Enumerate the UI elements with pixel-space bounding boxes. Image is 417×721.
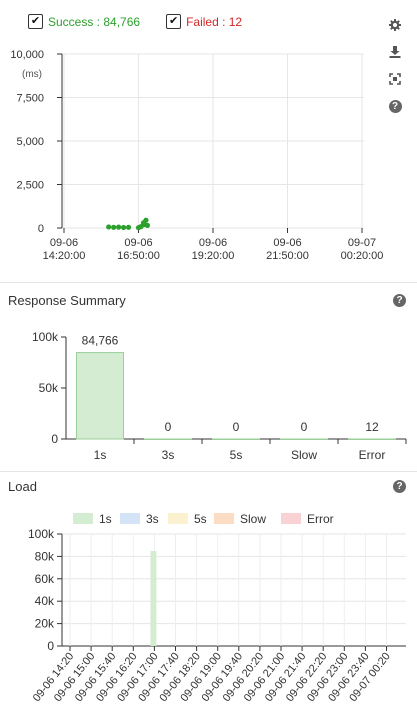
scatter-y-tick-label: 2,500 xyxy=(16,180,44,192)
scatter-point xyxy=(106,224,112,230)
load-y-tick-label: 20k xyxy=(35,617,55,631)
scatter-point xyxy=(144,222,151,228)
scatter-y-tick-label: 5,000 xyxy=(16,136,44,148)
divider-1 xyxy=(0,282,417,283)
rs-y-tick-label: 0 xyxy=(51,432,58,446)
load-legend-label[interactable]: 3s xyxy=(146,512,159,526)
download-icon[interactable] xyxy=(386,43,404,61)
rs-x-tick-label: 3s xyxy=(162,448,175,462)
rs-value-label: 0 xyxy=(165,420,172,434)
load-bar[interactable] xyxy=(150,551,157,646)
rs-bar[interactable] xyxy=(348,438,396,440)
scatter-x-tick-date: 09-06 xyxy=(199,237,227,249)
rs-value-label: 0 xyxy=(233,420,240,434)
scatter-grid xyxy=(62,53,364,229)
fullscreen-icon[interactable] xyxy=(386,70,404,88)
rs-bar[interactable] xyxy=(280,438,328,440)
load-legend-swatch[interactable] xyxy=(214,513,234,524)
load-legend: 1s 3s 5s Slow Error xyxy=(73,512,334,526)
load-y-tick-label: 0 xyxy=(47,639,54,653)
rs-x-tick-label: Slow xyxy=(291,448,317,462)
load-y-tick-label: 60k xyxy=(35,572,55,586)
success-legend-label[interactable]: Success : 84,766 xyxy=(48,14,141,29)
load-title: Load xyxy=(8,479,37,494)
scatter-point xyxy=(121,224,127,231)
top-help-wrap: ? xyxy=(386,97,404,115)
rs-value-label: 0 xyxy=(301,420,308,434)
scatter-point xyxy=(116,224,122,230)
top-legend: ✔ Success : 84,766 ✔ Failed : 12 xyxy=(28,14,242,29)
rs-y-tick-label: 50k xyxy=(39,381,59,395)
load-chart: 1s 3s 5s Slow Error 100k 80k 60k 40k 20k 0 09-06 … xyxy=(28,512,406,704)
failed-legend-label[interactable]: Failed : 12 xyxy=(186,14,243,29)
divider-2 xyxy=(0,471,417,472)
success-checkbox[interactable]: ✔ xyxy=(28,14,43,29)
scatter-x-tick-time: 14:20:00 xyxy=(43,250,86,262)
scatter-x-tick-date: 09-07 xyxy=(348,237,376,249)
load-legend-swatch[interactable] xyxy=(73,513,93,524)
rs-bar[interactable] xyxy=(212,438,260,440)
load-help-icon[interactable]: ? xyxy=(393,480,406,493)
load-grid: 100k 80k 60k 40k 20k 0 xyxy=(28,527,406,653)
rs-x-tick-label: Error xyxy=(359,448,386,462)
rs-y-tick-label: 100k xyxy=(32,330,59,344)
help-icon[interactable]: ? xyxy=(388,99,402,113)
rs-value-label: 12 xyxy=(365,420,379,434)
scatter-x-tick-time: 16:50:00 xyxy=(117,250,160,262)
scatter-point xyxy=(111,224,117,230)
scatter-y-tick-label: 0 xyxy=(38,223,44,235)
response-summary-title: Response Summary xyxy=(8,293,126,308)
scatter-point xyxy=(125,224,132,230)
scatter-y-tick-label: 10,000 xyxy=(10,49,44,61)
gear-icon[interactable] xyxy=(386,16,404,34)
scatter-y-axis: 10,000 7,500 5,000 2,500 0 xyxy=(10,49,63,235)
scatter-x-tick-time: 21:50:00 xyxy=(266,250,309,262)
scatter-point xyxy=(143,217,149,223)
scatter-x-tick-date: 09-06 xyxy=(50,237,78,249)
load-legend-label[interactable]: 1s xyxy=(99,512,112,526)
scatter-points xyxy=(106,217,151,231)
load-legend-swatch[interactable] xyxy=(120,513,140,524)
failed-checkbox[interactable]: ✔ xyxy=(166,14,182,29)
scatter-y-unit: (ms) xyxy=(22,69,42,80)
load-y-tick-label: 80k xyxy=(35,549,55,563)
scatter-x-tick-date: 09-06 xyxy=(124,237,152,249)
scatter-x-tick-time: 19:20:00 xyxy=(192,250,235,262)
rs-bars: 84,766 0 0 0 12 xyxy=(76,334,396,440)
scatter-x-tick-time: 00:20:00 xyxy=(341,250,384,262)
load-y-tick-label: 40k xyxy=(35,594,55,608)
load-legend-label[interactable]: 5s xyxy=(194,512,207,526)
scatter-x-tick-date: 09-06 xyxy=(273,237,301,249)
rs-x-tick-label: 1s xyxy=(94,448,107,462)
scatter-y-tick-label: 7,500 xyxy=(16,93,44,105)
load-y-tick-label: 100k xyxy=(28,527,55,541)
rs-bar[interactable] xyxy=(76,352,124,440)
response-summary-chart: 100k 50k 0 1s 3s 5s Slow Error 84,766 0 0 0 12 xyxy=(32,330,407,462)
rs-bar[interactable] xyxy=(144,438,192,440)
rs-x-tick-label: 5s xyxy=(230,448,243,462)
scatter-x-axis: 09-0614:20:0009-0616:50:0009-0619:20:000… xyxy=(43,228,384,262)
load-legend-label[interactable]: Error xyxy=(307,512,334,526)
rs-value-label: 84,766 xyxy=(82,334,119,348)
response-summary-help-icon[interactable]: ? xyxy=(393,294,406,307)
load-legend-swatch[interactable] xyxy=(168,513,188,524)
chart-toolbar: ? xyxy=(386,16,404,124)
load-legend-label[interactable]: Slow xyxy=(240,512,266,526)
load-legend-swatch[interactable] xyxy=(281,513,301,524)
load-bars xyxy=(150,551,157,646)
